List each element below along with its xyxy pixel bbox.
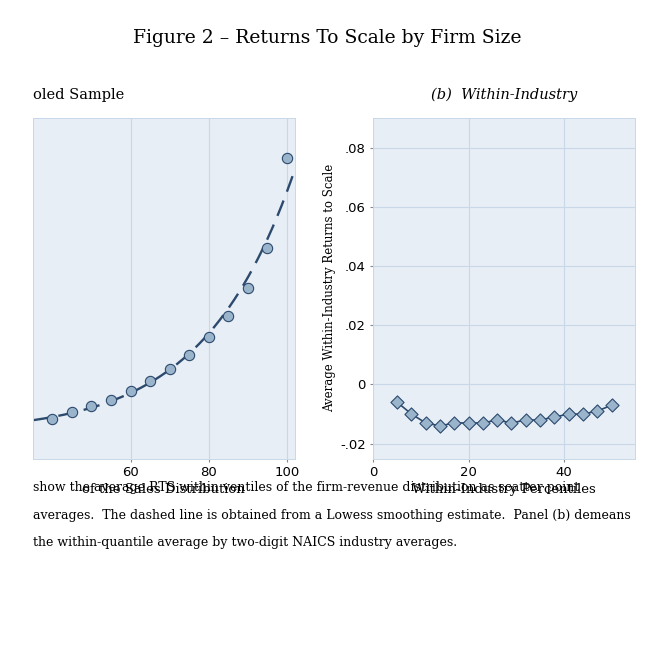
Point [421,418,431,428]
Point [204,332,214,343]
Point [578,409,588,419]
Point [67,407,77,417]
Point [47,413,58,424]
Point [563,409,574,419]
X-axis label: Within-Industry Percentiles: Within-Industry Percentiles [413,483,596,496]
Point [164,364,175,374]
Point [105,395,116,405]
Text: oled Sample: oled Sample [33,88,124,102]
Point [86,401,97,411]
Text: Figure 2 – Returns To Scale by Firm Size: Figure 2 – Returns To Scale by Firm Size [133,29,522,47]
Point [492,415,502,425]
X-axis label: of the Sales Distribution: of the Sales Distribution [83,483,245,496]
Point [463,418,474,428]
Y-axis label: Average Within-Industry Returns to Scale: Average Within-Industry Returns to Scale [323,164,336,413]
Point [592,406,603,417]
Text: show the average RTS within ventiles of the firm-revenue distribution as scatter: show the average RTS within ventiles of … [33,481,579,495]
Point [406,409,417,419]
Point [282,153,292,163]
Point [184,350,195,360]
Text: the within-quantile average by two-digit NAICS industry averages.: the within-quantile average by two-digit… [33,536,457,550]
Point [521,415,531,425]
Point [242,283,253,293]
Point [535,415,546,425]
Point [223,310,234,321]
Point [477,418,488,428]
Point [392,397,402,407]
Point [262,243,272,253]
Point [549,412,559,422]
Text: averages.  The dashed line is obtained from a Lowess smoothing estimate.  Panel : averages. The dashed line is obtained fr… [33,509,631,522]
Point [607,400,617,411]
Point [506,418,517,428]
Point [435,421,445,431]
Text: (b)  Within-Industry: (b) Within-Industry [431,87,578,102]
Point [125,386,136,396]
Point [449,418,460,428]
Point [145,376,155,386]
